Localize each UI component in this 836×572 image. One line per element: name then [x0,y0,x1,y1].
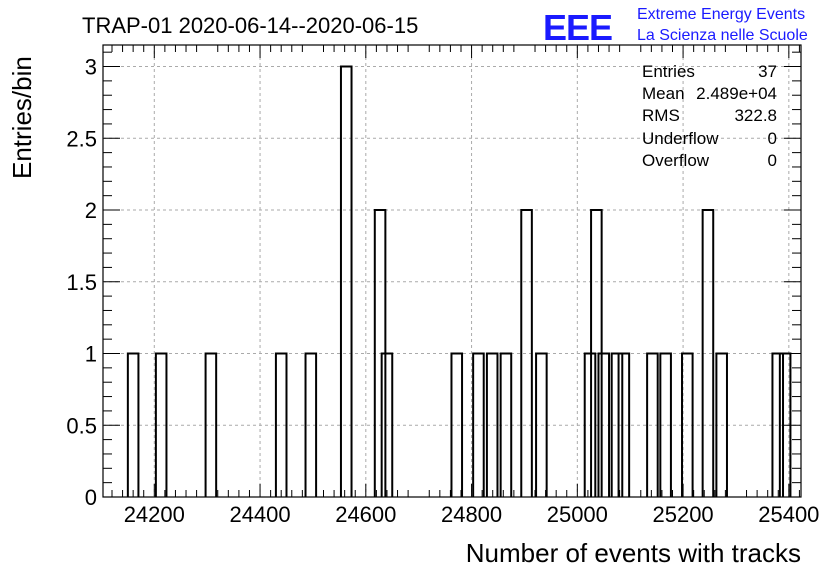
x-tick-label: 25400 [758,502,819,527]
y-tick-label: 2 [85,198,97,223]
stats-mean-label: Mean [642,84,685,103]
logo-text: EEE [543,7,612,48]
x-tick-label: 24600 [335,502,396,527]
histogram-bin [659,352,672,497]
stats-box: Entries 37 Mean 2.489e+04 RMS 322.8 Unde… [642,62,777,170]
histogram-bin [610,352,624,497]
logo-line-2: La Scienza nelle Scuole [637,27,808,44]
logo-line-1: Extreme Energy Events [637,6,805,23]
y-tick-label: 1 [85,342,97,367]
histogram-bin [646,352,659,497]
axis-ticks: 0 0.5 1 1.5 2 2.5 3 24200 24400 24600 24800 25000 25… [66,45,819,527]
histogram-bin [485,352,499,497]
x-axis-title: Number of events with tracks [466,538,801,568]
histogram-bin [154,352,168,497]
histogram-bin [771,352,785,497]
histogram-bin [715,352,728,497]
histogram-bin [701,209,715,497]
histogram-bin [681,352,694,497]
histogram-bin [450,352,464,497]
y-tick-label: 0 [85,485,97,510]
x-tick-label: 24400 [229,502,290,527]
histogram-bin [499,352,513,497]
stats-entries-label: Entries [642,62,695,81]
y-axis-title: Entries/bin [7,56,37,179]
histogram-bin [274,352,288,497]
stats-underflow-label: Underflow [642,129,719,148]
histogram-bin [520,209,533,497]
x-tick-label: 24800 [441,502,502,527]
histogram-bin [597,352,611,497]
histogram-bin [380,352,394,497]
eee-logo: EEE Extreme Energy Events La Scienza nel… [543,6,808,48]
stats-rms-value: 322.8 [734,106,777,125]
histogram-bin [126,352,140,497]
chart-title: TRAP-01 2020-06-14--2020-06-15 [82,13,418,38]
x-tick-label: 24200 [124,502,185,527]
stats-mean-value: 2.489e+04 [696,84,777,103]
histogram-bin [583,352,597,497]
histogram-bin [535,352,548,497]
x-tick-label: 25200 [652,502,713,527]
histogram-bin [339,65,353,497]
y-tick-label: 0.5 [66,413,97,438]
histogram-bars [126,65,792,497]
stats-entries-value: 37 [758,62,777,81]
y-tick-label: 1.5 [66,270,97,295]
stats-rms-label: RMS [642,106,680,125]
y-tick-label: 2.5 [66,126,97,151]
histogram-bin [472,352,485,497]
histogram-bin [204,352,218,497]
stats-overflow-label: Overflow [642,151,710,170]
stats-overflow-value: 0 [768,151,777,170]
stats-underflow-value: 0 [768,129,777,148]
histogram-bin [304,352,318,497]
x-tick-label: 25000 [547,502,608,527]
histogram-bin [617,352,631,497]
y-tick-label: 3 [85,55,97,80]
